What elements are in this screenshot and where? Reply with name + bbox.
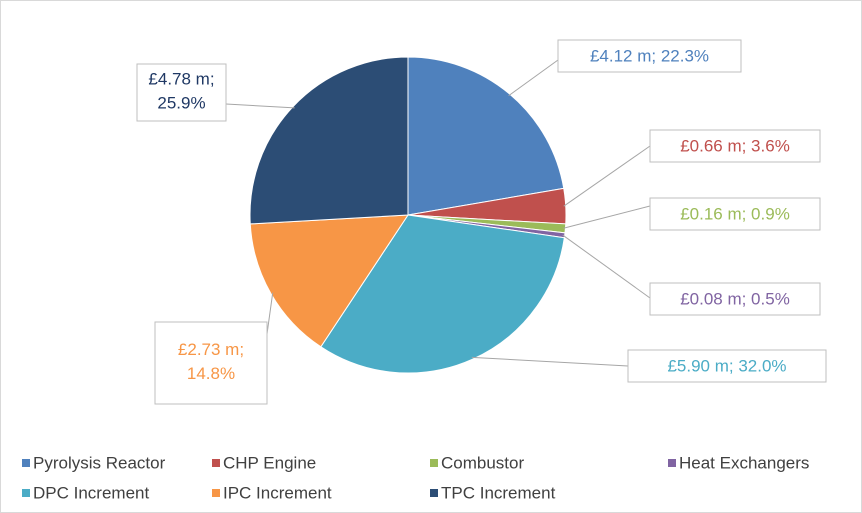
legend-label: TPC Increment <box>441 483 556 502</box>
label-box <box>649 129 821 163</box>
data-label: £5.90 m; 32.0% <box>667 356 786 375</box>
leader-line <box>225 103 295 109</box>
legend-swatch <box>212 489 220 497</box>
legend-swatch <box>430 489 438 497</box>
data-label: £0.16 m; 0.9% <box>680 204 790 223</box>
leader-line <box>266 292 274 335</box>
label-box <box>649 197 821 231</box>
legend-swatch <box>668 459 676 467</box>
legend-label: Combustor <box>441 453 524 472</box>
data-label: £2.73 m; 14.8% <box>178 340 244 383</box>
leader-line <box>471 356 629 367</box>
data-label: £4.78 m; 25.9% <box>148 70 214 113</box>
leader-line <box>508 59 559 97</box>
legend-label: CHP Engine <box>223 453 316 472</box>
legend-swatch <box>430 459 438 467</box>
label-box <box>136 63 227 122</box>
label-box <box>557 39 742 73</box>
legend-swatch <box>22 459 30 467</box>
legend-label: Pyrolysis Reactor <box>33 453 166 472</box>
label-box <box>627 349 827 383</box>
leader-line <box>563 205 651 229</box>
data-label: £0.66 m; 3.6% <box>680 136 790 155</box>
legend-swatch <box>22 489 30 497</box>
leader-line <box>563 145 651 207</box>
label-box <box>649 282 821 316</box>
pie-slice <box>249 214 409 348</box>
legend-label: Heat Exchangers <box>679 453 809 472</box>
data-label: £0.08 m; 0.5% <box>680 289 790 308</box>
pie-slice <box>320 214 565 374</box>
pie-slice <box>249 56 409 225</box>
leader-line <box>562 234 651 299</box>
data-label: £4.12 m; 22.3% <box>590 46 709 65</box>
label-box <box>154 321 268 405</box>
legend-label: DPC Increment <box>33 483 149 502</box>
legend-label: IPC Increment <box>223 483 332 502</box>
legend-swatch <box>212 459 220 467</box>
